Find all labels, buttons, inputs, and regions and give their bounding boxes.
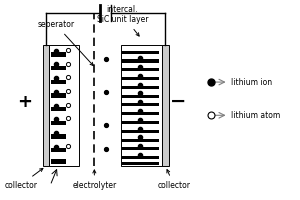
Bar xyxy=(122,77,159,80)
Bar xyxy=(122,86,159,89)
Bar xyxy=(49,45,79,166)
Bar xyxy=(51,107,66,111)
Bar xyxy=(122,162,159,165)
Bar xyxy=(122,112,159,115)
Bar xyxy=(51,148,66,152)
Bar xyxy=(122,103,159,106)
Bar xyxy=(122,59,159,63)
Bar xyxy=(122,130,159,133)
Text: seperator: seperator xyxy=(38,20,93,66)
Text: lithium ion: lithium ion xyxy=(232,78,273,87)
Bar xyxy=(162,45,169,166)
Bar xyxy=(122,147,159,150)
Bar xyxy=(51,52,66,57)
Bar xyxy=(43,45,49,166)
Bar xyxy=(122,51,159,54)
Bar xyxy=(51,66,66,70)
Bar xyxy=(51,159,66,164)
Text: intercal.
SiC unit layer: intercal. SiC unit layer xyxy=(97,5,148,36)
Text: collector: collector xyxy=(4,168,43,190)
Bar xyxy=(51,80,66,84)
Bar xyxy=(122,156,159,159)
Bar xyxy=(121,45,162,166)
Bar xyxy=(122,121,159,124)
Bar xyxy=(51,93,66,98)
Text: lithium atom: lithium atom xyxy=(232,111,281,120)
Bar xyxy=(51,121,66,125)
Bar xyxy=(122,139,159,142)
Text: collector: collector xyxy=(158,170,190,190)
Text: +: + xyxy=(17,93,32,111)
Text: −: − xyxy=(170,92,187,111)
Bar xyxy=(51,134,66,139)
Text: electrolyter: electrolyter xyxy=(72,170,116,190)
Bar xyxy=(122,68,159,71)
Bar xyxy=(122,95,159,98)
